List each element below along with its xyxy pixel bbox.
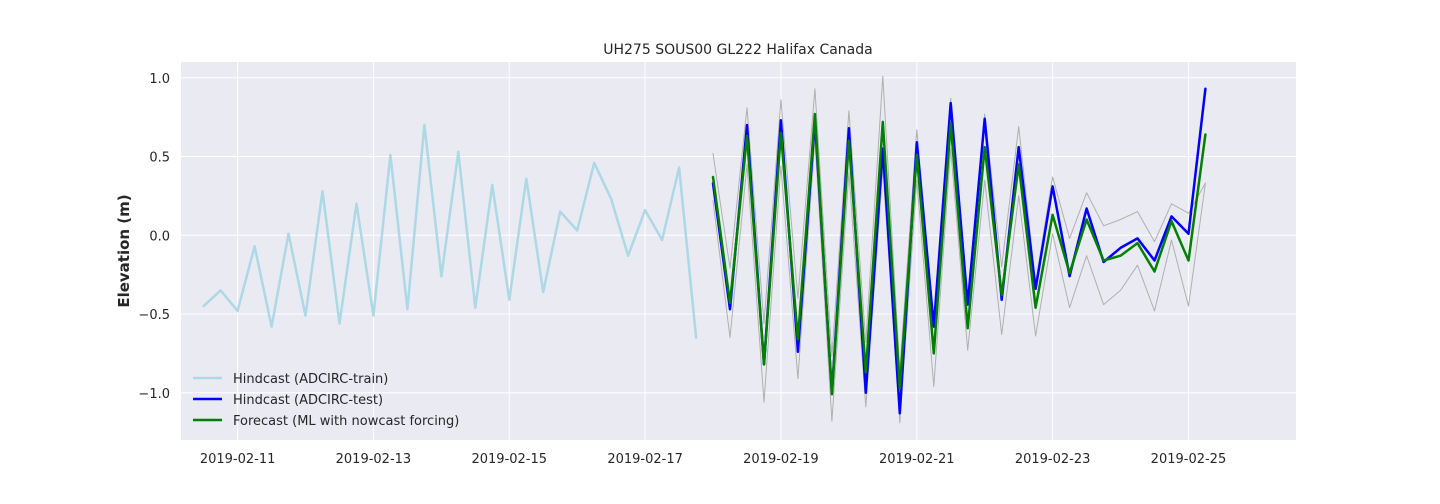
- x-tick-label: 2019-02-21: [879, 452, 955, 467]
- y-tick-label: −1.0: [138, 387, 170, 402]
- series-layer: [202, 75, 1207, 424]
- legend-label-forecast: Forecast (ML with nowcast forcing): [233, 414, 459, 429]
- series-lower-bound-line: [712, 138, 1206, 424]
- series-train-line: [202, 123, 698, 339]
- x-tick-label: 2019-02-23: [1015, 452, 1091, 467]
- grid-lines: [181, 62, 1296, 440]
- legend-label-test: Hindcast (ADCIRC-test): [233, 393, 383, 408]
- legend-label-train: Hindcast (ADCIRC-train): [233, 372, 388, 387]
- series-forecast-line: [711, 112, 1207, 396]
- x-tick-label: 2019-02-25: [1151, 452, 1227, 467]
- x-tick-label: 2019-02-19: [743, 452, 819, 467]
- x-tick-label: 2019-02-11: [200, 452, 276, 467]
- y-tick-label: −0.5: [138, 308, 170, 323]
- x-tick-label: 2019-02-17: [607, 452, 683, 467]
- x-tick-label: 2019-02-15: [471, 452, 547, 467]
- y-tick-label: 0.0: [149, 229, 170, 244]
- y-axis-label: Elevation (m): [115, 194, 133, 307]
- y-tick-label: 0.5: [149, 151, 170, 166]
- legend: Hindcast (ADCIRC-train) Hindcast (ADCIRC…: [193, 372, 459, 429]
- chart-title: UH275 SOUS00 GL222 Halifax Canada: [603, 42, 872, 58]
- x-axis: 2019-02-11 2019-02-13 2019-02-15 2019-02…: [200, 452, 1226, 467]
- y-tick-label: 1.0: [149, 72, 170, 87]
- y-axis: −1.0 −0.5 0.0 0.5 1.0: [138, 72, 170, 402]
- x-tick-label: 2019-02-13: [336, 452, 412, 467]
